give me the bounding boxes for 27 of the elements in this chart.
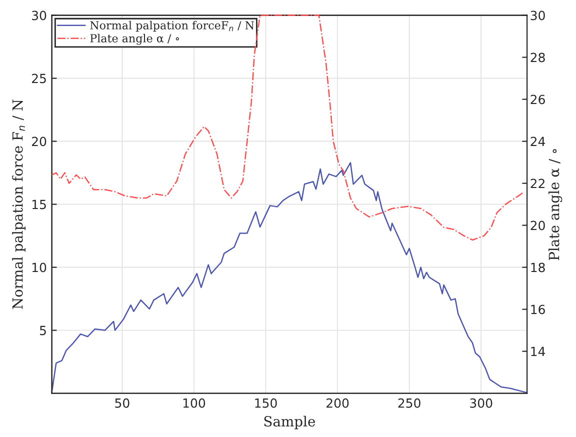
y2-axis-title: Plate angle α / ∘ bbox=[548, 149, 562, 260]
y2-tick-label: 14 bbox=[531, 346, 546, 356]
y-tick-label: 5 bbox=[40, 326, 46, 336]
y2-tick-label: 26 bbox=[530, 94, 545, 104]
x-tick-label: 50 bbox=[115, 398, 130, 408]
legend-label: Plate angle α / ∘ bbox=[90, 34, 179, 45]
y-tick-label: 20 bbox=[32, 136, 46, 146]
y2-tick-label: 22 bbox=[530, 178, 544, 188]
y-tick-label: 25 bbox=[32, 74, 46, 84]
y2-tick-label: 18 bbox=[531, 262, 545, 272]
x-tick-label: 200 bbox=[326, 398, 349, 408]
y2-tick-label: 16 bbox=[531, 304, 545, 314]
legend-label: Normal palpation forceF$_{n}$ / N bbox=[90, 20, 254, 32]
y2-tick-label: 20 bbox=[530, 220, 545, 230]
line-series bbox=[51, 14, 525, 241]
x-tick-label: 150 bbox=[255, 398, 277, 408]
y2-tick-label: 24 bbox=[530, 136, 546, 146]
y-tick-label: 30 bbox=[32, 10, 46, 20]
x-axis-title: Sample bbox=[264, 416, 316, 430]
y-tick-label: 10 bbox=[32, 262, 46, 272]
x-tick-label: 250 bbox=[398, 398, 420, 408]
y2-tick-label: 30 bbox=[530, 10, 545, 20]
x-tick-label: 300 bbox=[470, 398, 492, 408]
y-axis-title: Normal palpation force F$_{n}$ / N bbox=[12, 100, 26, 309]
y-tick-label: 15 bbox=[32, 200, 46, 210]
x-tick-label: 100 bbox=[183, 398, 206, 408]
y2-tick-label: 28 bbox=[530, 52, 545, 62]
